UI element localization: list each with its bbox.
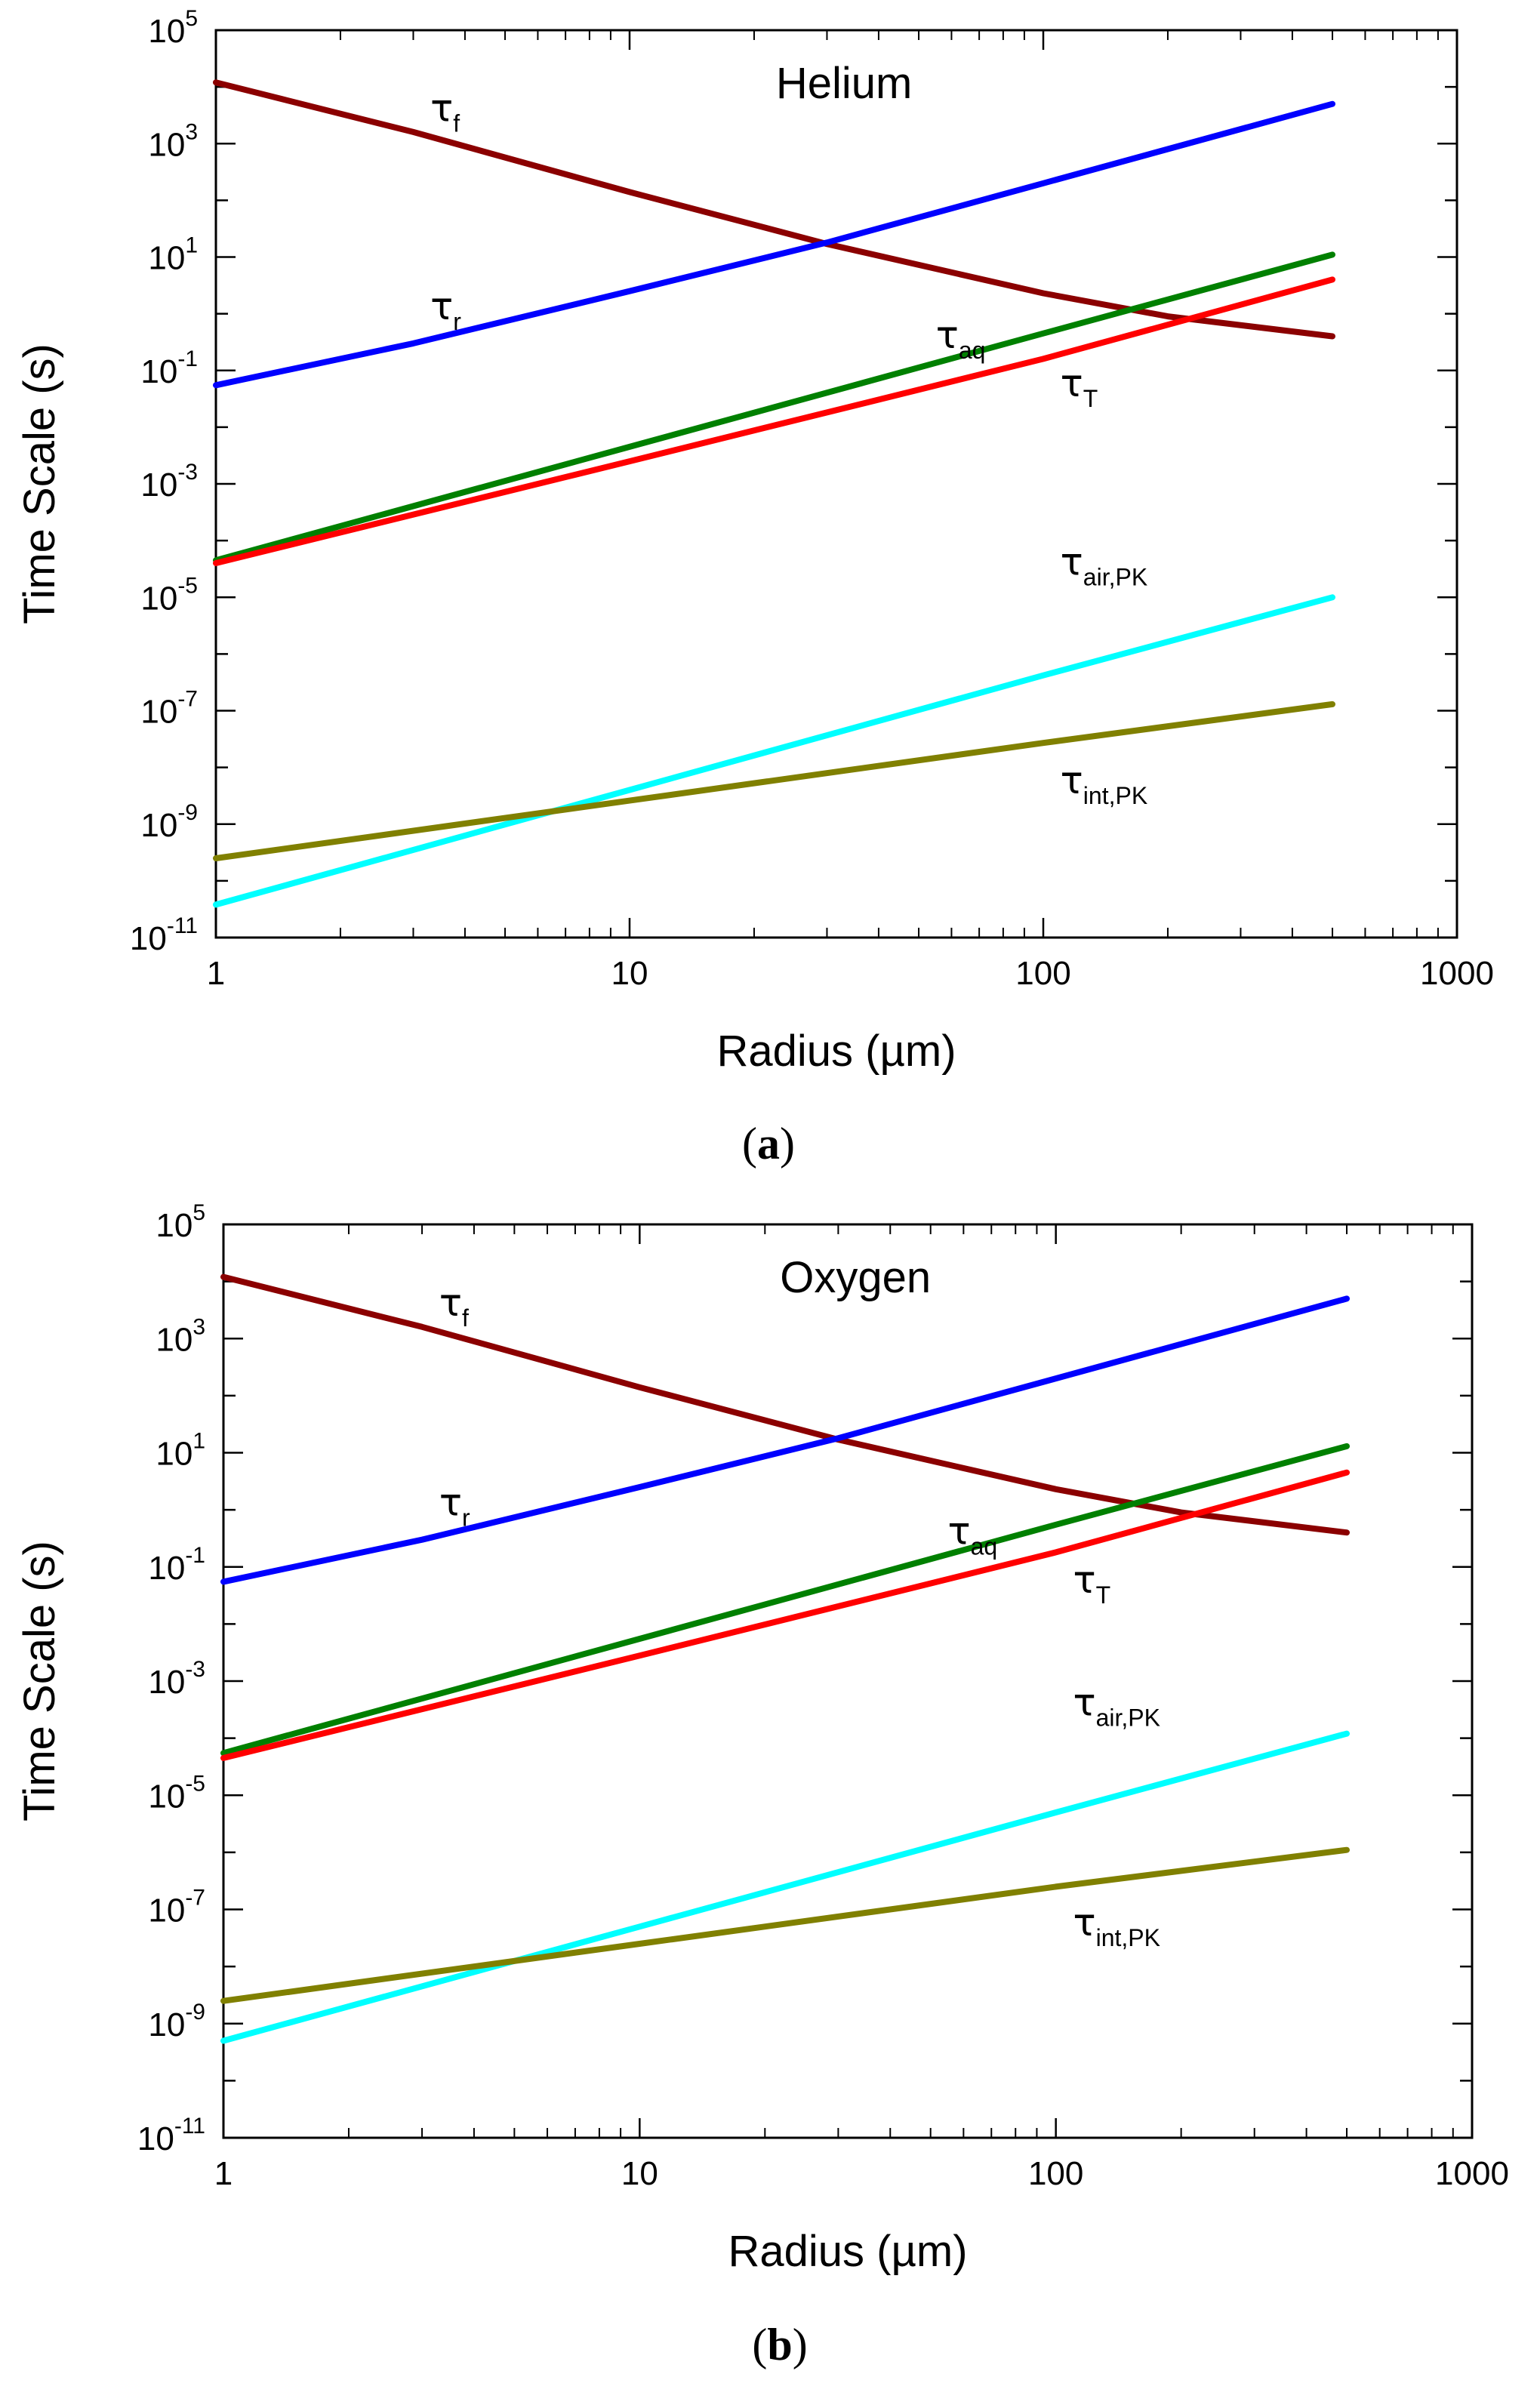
curve-label-tau-int-pk: τint,PK (1073, 1901, 1160, 1951)
panel-b: 1 10 100 1000 10-11 10-9 10-7 10-5 10-3 10-1 101 10… (15, 1200, 1509, 2370)
y-tick-label: 10-3 (140, 460, 198, 503)
y-tick-label: 101 (156, 1429, 205, 1473)
curve-label-tau-aq: τaq (948, 1510, 998, 1560)
curve-label-tau-f: τf (439, 1281, 469, 1332)
x-tick-label: 1 (207, 955, 225, 992)
x-tick-label: 100 (1015, 955, 1070, 992)
y-tick-label: 10-5 (140, 573, 198, 617)
curve-label-tau-r: τr (439, 1480, 470, 1531)
panel-title: Helium (776, 59, 913, 108)
x-tick-label: 10 (611, 955, 648, 992)
y-tick-label: 10-1 (140, 346, 198, 390)
y-axis-title: Time Scale (s) (15, 343, 64, 624)
y-tick-label: 103 (148, 119, 198, 163)
curve-label-tau-aq: τaq (936, 313, 986, 364)
y-tick-label: 10-5 (148, 1771, 205, 1815)
panel-caption: (b) (752, 2320, 807, 2370)
series-line-tau-t (220, 1469, 1350, 1761)
plot-frame (222, 1223, 1474, 2139)
y-tick-label: 105 (156, 1200, 205, 1244)
y-tick-label: 10-7 (140, 687, 198, 731)
curve-label-tau-f: τf (430, 86, 460, 137)
y-tick-label: 10-1 (148, 1543, 205, 1587)
curve-label-tau-int-pk: τint,PK (1061, 759, 1147, 809)
series-line-tau-int-pk (213, 701, 1335, 861)
series-line-tau-air-pk (220, 1730, 1350, 2044)
y-tick-label: 10-9 (148, 2000, 205, 2043)
x-tick-label: 100 (1028, 2155, 1083, 2192)
series-line-tau-air-pk (213, 594, 1335, 908)
series-line-tau-t (213, 276, 1335, 566)
curve-label-tau-air-pk: τair,PK (1061, 540, 1147, 590)
series-line-tau-int-pk (220, 1846, 1350, 2004)
x-tick-label: 1 (214, 2155, 233, 2192)
x-tick-label: 1000 (1435, 2155, 1509, 2192)
curve-label-tau-r: τr (430, 285, 461, 335)
y-tick-label: 105 (148, 6, 198, 50)
plot-frame (214, 29, 1458, 939)
series-line-tau-r (213, 100, 1335, 389)
curve-label-tau-t: τT (1073, 1558, 1110, 1609)
series-line-tau-aq (220, 1443, 1350, 1757)
x-tick-label: 10 (621, 2155, 658, 2192)
y-tick-label: 10-11 (137, 2114, 205, 2157)
panel-a: 1 10 100 1000 10-11 10-9 10-7 10-5 10-3 10-1 101 10… (15, 6, 1494, 1169)
y-axis-title: Time Scale (s) (15, 1541, 64, 1821)
series-line-tau-r (220, 1295, 1350, 1585)
x-axis-title: Radius (µm) (716, 1027, 956, 1076)
y-tick-label: 103 (156, 1314, 205, 1358)
panel-caption: (a) (742, 1119, 795, 1169)
y-tick-label: 10-9 (140, 800, 198, 844)
series-line-tau-aq (213, 251, 1335, 564)
curve-label-tau-t: τT (1061, 362, 1098, 412)
panel-title: Oxygen (780, 1253, 931, 1302)
x-tick-label: 1000 (1420, 955, 1494, 992)
y-tick-label: 10-7 (148, 1886, 205, 1929)
y-tick-label: 10-3 (148, 1657, 205, 1701)
x-axis-title: Radius (µm) (728, 2227, 967, 2276)
y-tick-label: 10-11 (130, 913, 198, 957)
y-tick-label: 101 (148, 233, 198, 277)
curve-label-tau-air-pk: τair,PK (1073, 1681, 1160, 1732)
